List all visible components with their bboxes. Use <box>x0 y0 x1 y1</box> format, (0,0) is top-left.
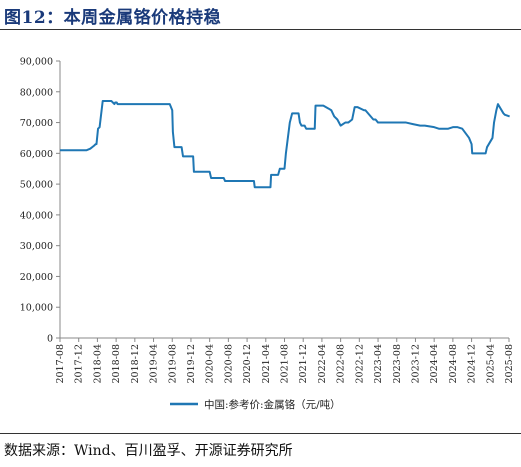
x-tick-label: 2018-12 <box>130 344 141 383</box>
x-axis: 2017-08 2017-12 2018-04 2018-08 2018-12 2019-… <box>55 337 515 383</box>
x-tick-label: 2022-08 <box>336 344 347 383</box>
x-tick-label: 2021-12 <box>298 344 309 383</box>
source-note: 数据来源：Wind、百川盈孚、开源证券研究所 <box>4 443 293 459</box>
x-tick-label: 2025-04 <box>485 344 496 383</box>
series-line <box>60 100 510 189</box>
source-rule <box>0 433 521 434</box>
legend-label: 中国:参考价:金属铬（元/吨） <box>204 398 341 411</box>
x-tick-label: 2023-08 <box>392 344 403 383</box>
y-tick-label: 0 <box>47 334 53 345</box>
y-tick-label: 90,000 <box>20 57 53 68</box>
x-tick-label: 2019-04 <box>149 344 160 383</box>
y-tick-label: 40,000 <box>20 210 53 221</box>
plot-area <box>60 100 510 189</box>
title-rule <box>0 29 521 30</box>
x-tick-label: 2021-04 <box>261 344 272 383</box>
legend: 中国:参考价:金属铬（元/吨） <box>170 398 341 411</box>
figure-title: 图12：本周金属铬价格持稳 <box>4 8 222 28</box>
x-tick-label: 2020-08 <box>223 344 234 383</box>
x-tick-label: 2024-12 <box>467 344 478 383</box>
y-tick-label: 10,000 <box>20 303 53 314</box>
x-tick-label: 2018-04 <box>92 344 103 383</box>
x-tick-label: 2021-08 <box>280 344 291 383</box>
x-tick-label: 2024-04 <box>429 344 440 383</box>
x-tick-label: 2018-08 <box>111 344 122 383</box>
y-tick-label: 70,000 <box>20 118 53 129</box>
x-tick-label: 2023-04 <box>373 344 384 383</box>
y-tick-label: 80,000 <box>20 87 53 98</box>
x-tick-label: 2024-08 <box>448 344 459 383</box>
x-tick-label: 2019-12 <box>186 344 197 383</box>
x-tick-label: 2019-08 <box>167 344 178 383</box>
x-tick-label: 2022-12 <box>354 344 365 383</box>
y-tick-label: 60,000 <box>20 149 53 160</box>
x-tick-label: 2020-04 <box>205 344 216 383</box>
y-axis: 0 10,000 20,000 30,000 40,000 50,000 60,000 70,… <box>20 57 61 345</box>
x-tick-label: 2022-04 <box>317 344 328 383</box>
x-tick-label: 2023-12 <box>410 344 421 383</box>
y-tick-label: 50,000 <box>20 180 53 191</box>
y-tick-label: 20,000 <box>20 272 53 283</box>
x-tick-label: 2017-12 <box>74 344 85 383</box>
x-tick-label: 2020-12 <box>242 344 253 383</box>
x-tick-label: 2025-08 <box>504 344 515 383</box>
y-tick-label: 30,000 <box>20 241 53 252</box>
x-tick-label: 2017-08 <box>55 344 66 383</box>
